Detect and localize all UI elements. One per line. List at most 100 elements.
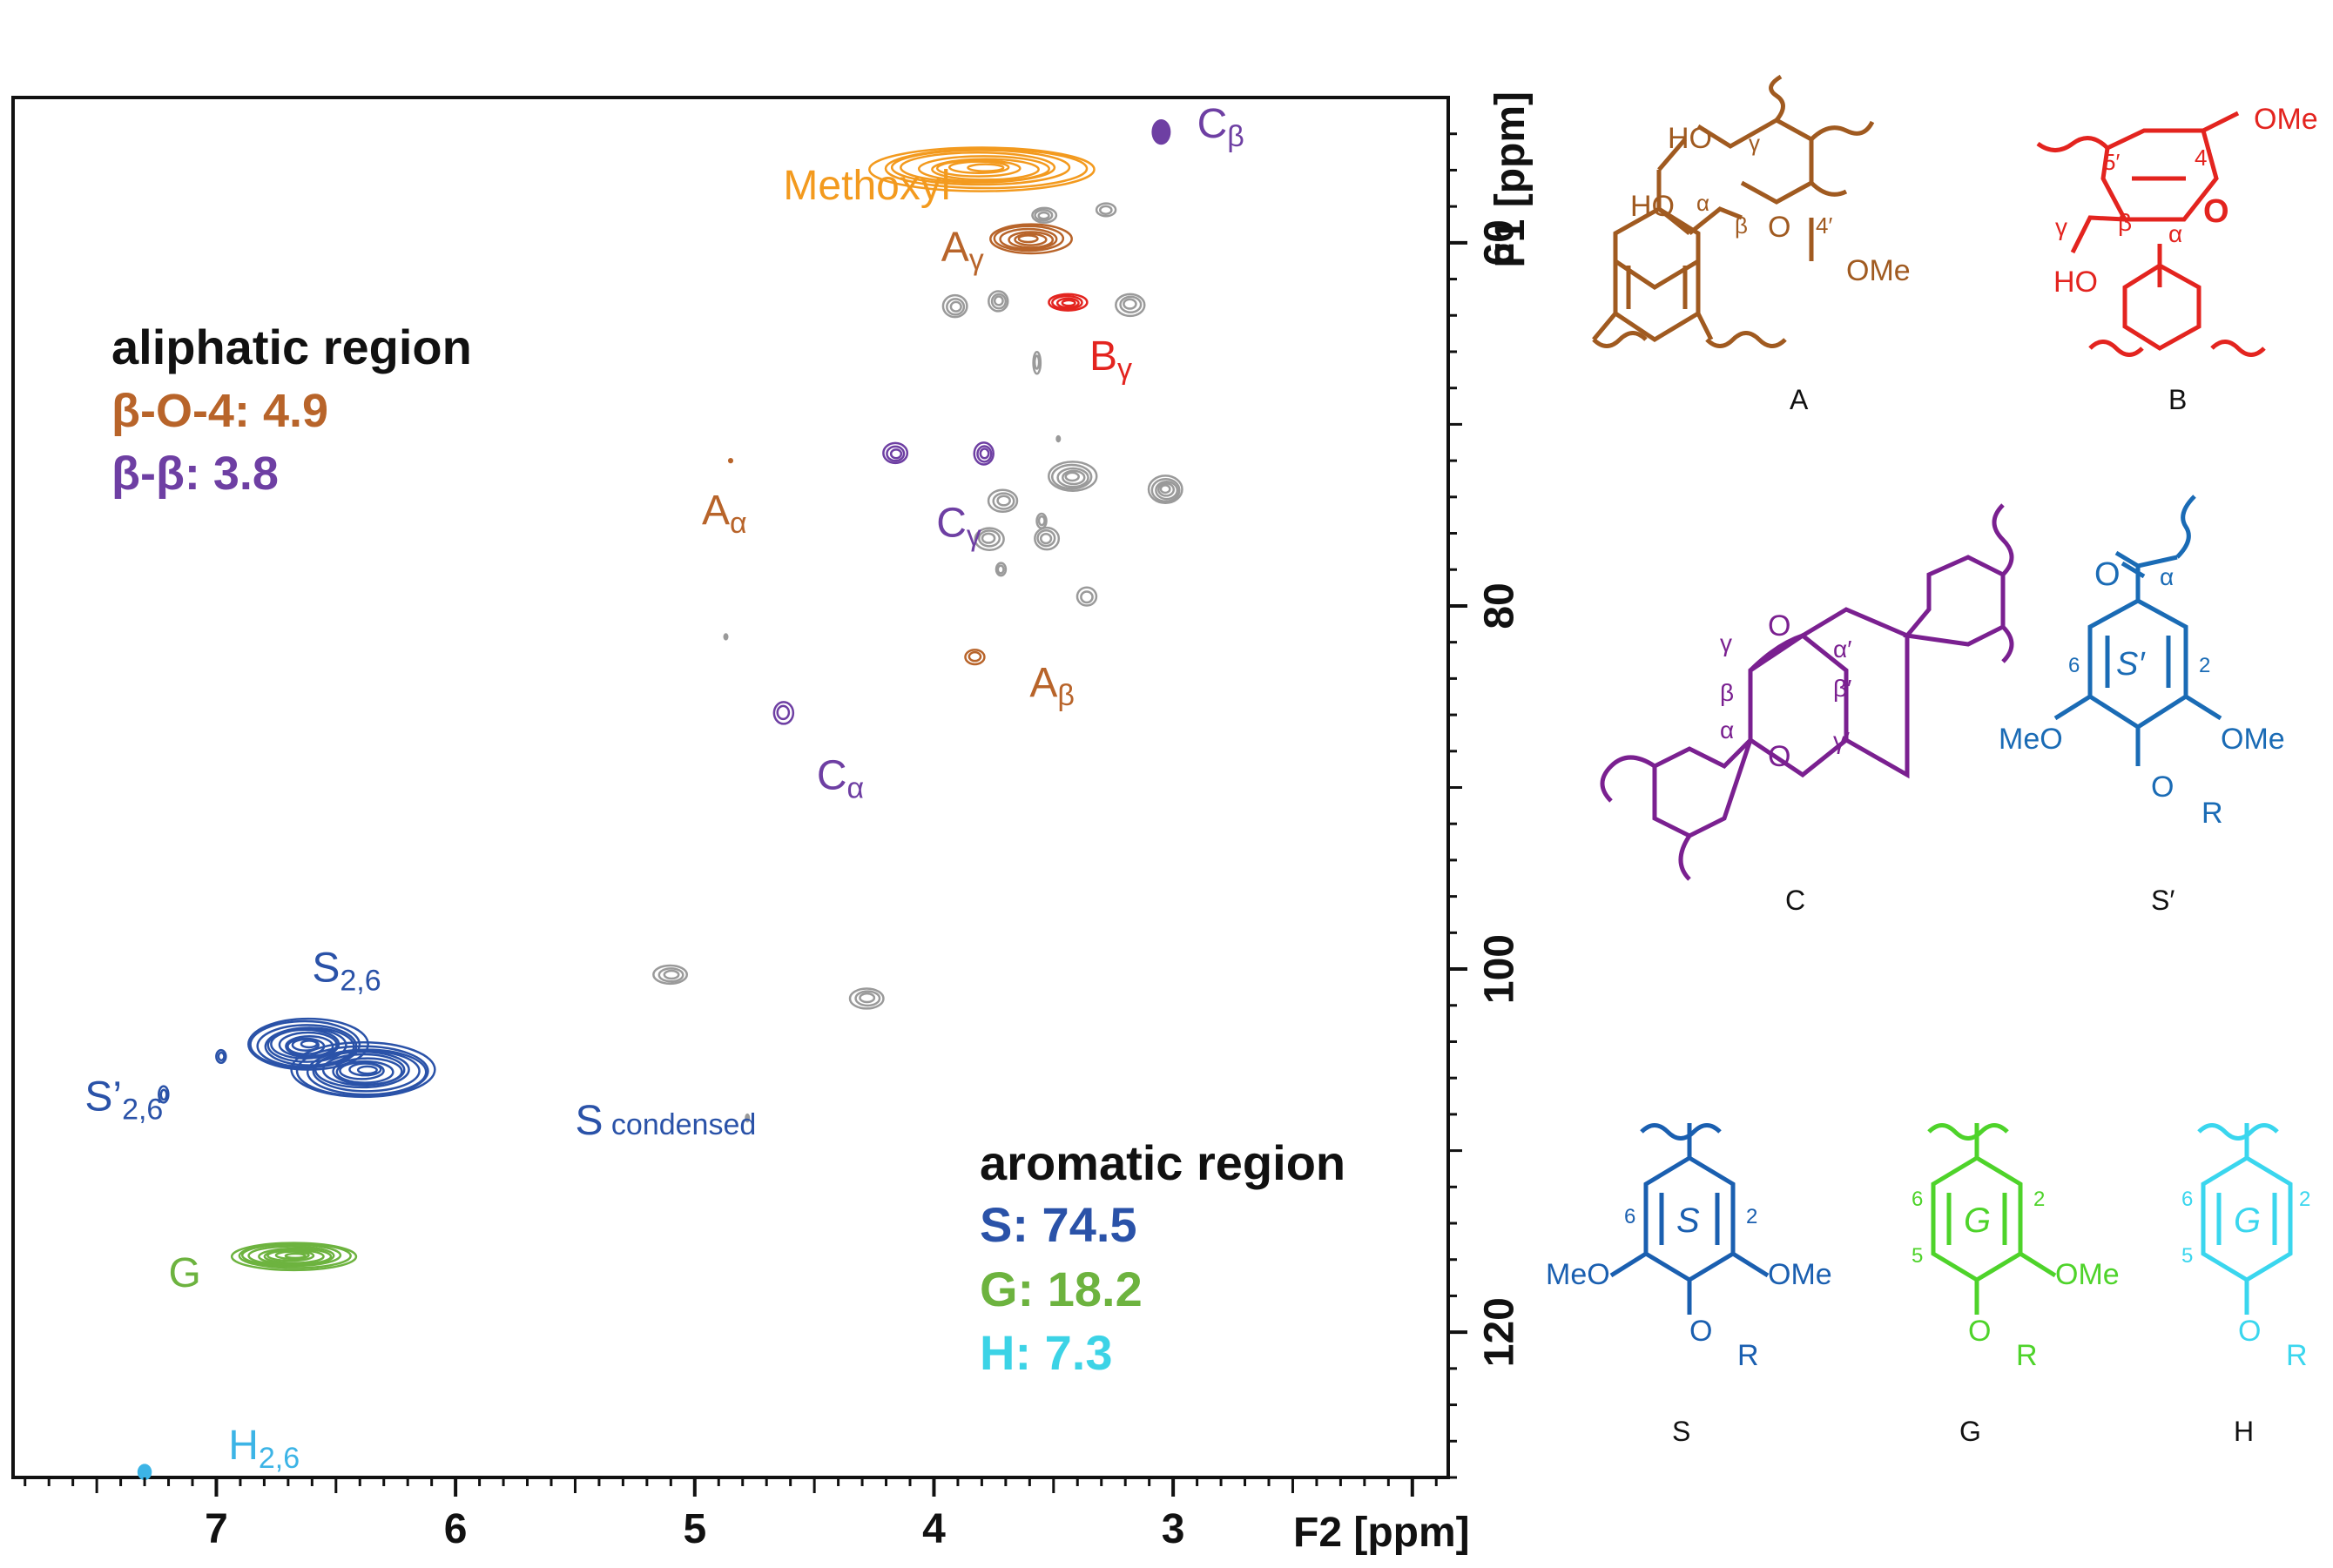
peak-a-alpha-blob <box>728 457 733 464</box>
structure-c-alpha-p: α′ <box>1833 636 1851 663</box>
peak-s-condensed-ring <box>306 1048 428 1096</box>
structure-b-ho: HO <box>2053 266 2098 299</box>
a-beta-label: Aβ <box>1029 660 1075 712</box>
s-value: S: 74.5 <box>980 1197 1137 1252</box>
structure-s-6: 6 <box>1624 1205 1635 1228</box>
peak-b-gamma-ring <box>1048 293 1089 312</box>
peak-unassigned-6-ring <box>1032 350 1042 375</box>
peak-unassigned-13-ring <box>1034 526 1061 551</box>
peak-unassigned-5-ring <box>1119 295 1143 314</box>
peak-unassigned-10 <box>987 488 1019 514</box>
peak-a-gamma-ring <box>1017 234 1039 244</box>
structure-a-waves <box>1592 331 1787 348</box>
structure-c-o1: O <box>1768 609 1790 643</box>
structure-a-labels: HO γ HO α β O 4′ OMe A <box>1630 122 1911 415</box>
peak-a-beta-ring <box>968 650 982 663</box>
peak-unassigned-5-ring <box>1115 293 1146 318</box>
structure-s-bonds <box>1609 1123 1770 1315</box>
peak-methoxyl-ring <box>868 146 1096 192</box>
g-value: G: 18.2 <box>980 1262 1143 1316</box>
peak-c-beta-blob <box>1151 119 1171 145</box>
structure-b-4p: 4′ <box>2195 145 2211 171</box>
structure-b-ome: OMe <box>2254 103 2318 136</box>
peak-unassigned-15-ring <box>1075 586 1098 607</box>
peak-unassigned-7 <box>1055 434 1062 443</box>
structure-h-6: 6 <box>2181 1188 2193 1211</box>
structure-c-labels: O O γ β α α′ β′ γ′ C <box>1720 609 1851 916</box>
peak-a-alpha <box>728 457 733 464</box>
structure-g-r: R <box>2016 1339 2038 1372</box>
peak-unassigned-12-ring <box>977 529 1001 548</box>
structure-c-alpha: α <box>1720 717 1734 744</box>
structure-c-ring-top <box>1903 555 2006 647</box>
peak-c-gamma-1-ring <box>882 441 909 465</box>
structure-a-alpha: α <box>1696 190 1709 216</box>
peak-a-gamma-ring <box>1008 231 1055 249</box>
peak-unassigned-16-ring <box>652 964 689 986</box>
peak-unassigned-19 <box>723 633 729 641</box>
peak-unassigned-1-ring <box>1031 206 1058 224</box>
structure-b-beta: β <box>2118 209 2132 236</box>
y-tick-label: 100 <box>1477 934 1523 1004</box>
beta-beta-value: β-β: 3.8 <box>111 448 279 500</box>
peak-unassigned-5 <box>1115 293 1146 318</box>
h-2-6-label: H2,6 <box>228 1423 300 1475</box>
peak-s-condensed-ring <box>314 1050 410 1089</box>
peak-c-alpha <box>772 701 795 725</box>
structure-a-ome: OMe <box>1846 254 1911 287</box>
peak-unassigned-10-ring <box>992 492 1015 510</box>
peak-unassigned-1 <box>1031 206 1058 224</box>
peak-c-alpha-ring <box>772 701 795 725</box>
peak-methoxyl-ring <box>935 158 1022 178</box>
structure-a-wave2 <box>1810 120 1875 141</box>
peak-unassigned-6-ring <box>1033 354 1041 370</box>
peak-unassigned-15-ring <box>1080 590 1094 604</box>
peak-unassigned-17 <box>848 987 885 1010</box>
structure-s-prime-meo: MeO <box>1999 723 2063 756</box>
peak-s-condensed-ring <box>295 1045 429 1098</box>
peak-c-gamma-2-ring <box>979 448 990 460</box>
x-tick-label: 6 <box>444 1506 468 1552</box>
peak-unassigned-9 <box>1147 474 1183 504</box>
a-alpha-label: Aα <box>702 488 747 540</box>
structure-h-2: 2 <box>2299 1188 2310 1211</box>
structure-s-prime-dbl <box>2105 636 2171 688</box>
structure-g-caption: G <box>1959 1416 1981 1447</box>
y-tick-label: 60 <box>1477 219 1523 266</box>
structure-h-ring-label: G <box>2234 1201 2261 1240</box>
plot-frame <box>11 96 1450 1479</box>
peak-s-prime-2-6-ring <box>159 1088 168 1101</box>
structure-b-alpha: α <box>2168 220 2182 247</box>
peak-unassigned-14-ring <box>996 564 1005 575</box>
structure-b <box>2036 111 2266 357</box>
peak-unassigned-10-ring <box>987 488 1019 514</box>
structure-c-waves1 <box>1992 503 2014 663</box>
s-condensed-label: S condensed <box>575 1098 756 1144</box>
peak-unassigned-11-ring <box>1037 515 1046 527</box>
structure-g-6: 6 <box>1912 1188 1923 1211</box>
peak-unassigned-7-blob <box>1055 434 1062 443</box>
structure-b-waves <box>2036 111 2240 152</box>
structure-b-labels: OMe 5′ 4′ γ β α O HO B <box>2053 103 2318 415</box>
peak-a-beta-ring <box>964 649 986 666</box>
peak-s-condensed <box>290 1040 436 1099</box>
peak-c-alpha-ring <box>776 704 791 721</box>
structure-h-r: R <box>2286 1339 2308 1372</box>
structure-g-or: O <box>1968 1315 1991 1348</box>
structure-g-dbl <box>1946 1193 2007 1245</box>
peak-a-beta <box>964 649 986 666</box>
peak-g-2-ring <box>258 1247 333 1266</box>
peak-methoxyl-ring <box>967 163 1005 172</box>
structure-s-ome: OMe <box>1768 1258 1832 1291</box>
peak-unassigned-8-ring <box>1064 471 1080 482</box>
structure-s-prime-2: 2 <box>2199 654 2210 677</box>
aromatic-title: aromatic region <box>980 1135 1345 1190</box>
y-axis: 60 80 100 120 <box>1448 132 1523 1479</box>
structure-b-o: O <box>2203 193 2229 230</box>
structure-s-prime-alpha: α <box>2160 563 2174 590</box>
structure-g <box>1927 1123 2057 1315</box>
peak-c-gamma-2-ring <box>976 445 993 463</box>
s-2-6-label: S2,6 <box>312 946 381 998</box>
structure-g-ring-label: G <box>1964 1201 1991 1240</box>
structure-s <box>1609 1123 1770 1315</box>
